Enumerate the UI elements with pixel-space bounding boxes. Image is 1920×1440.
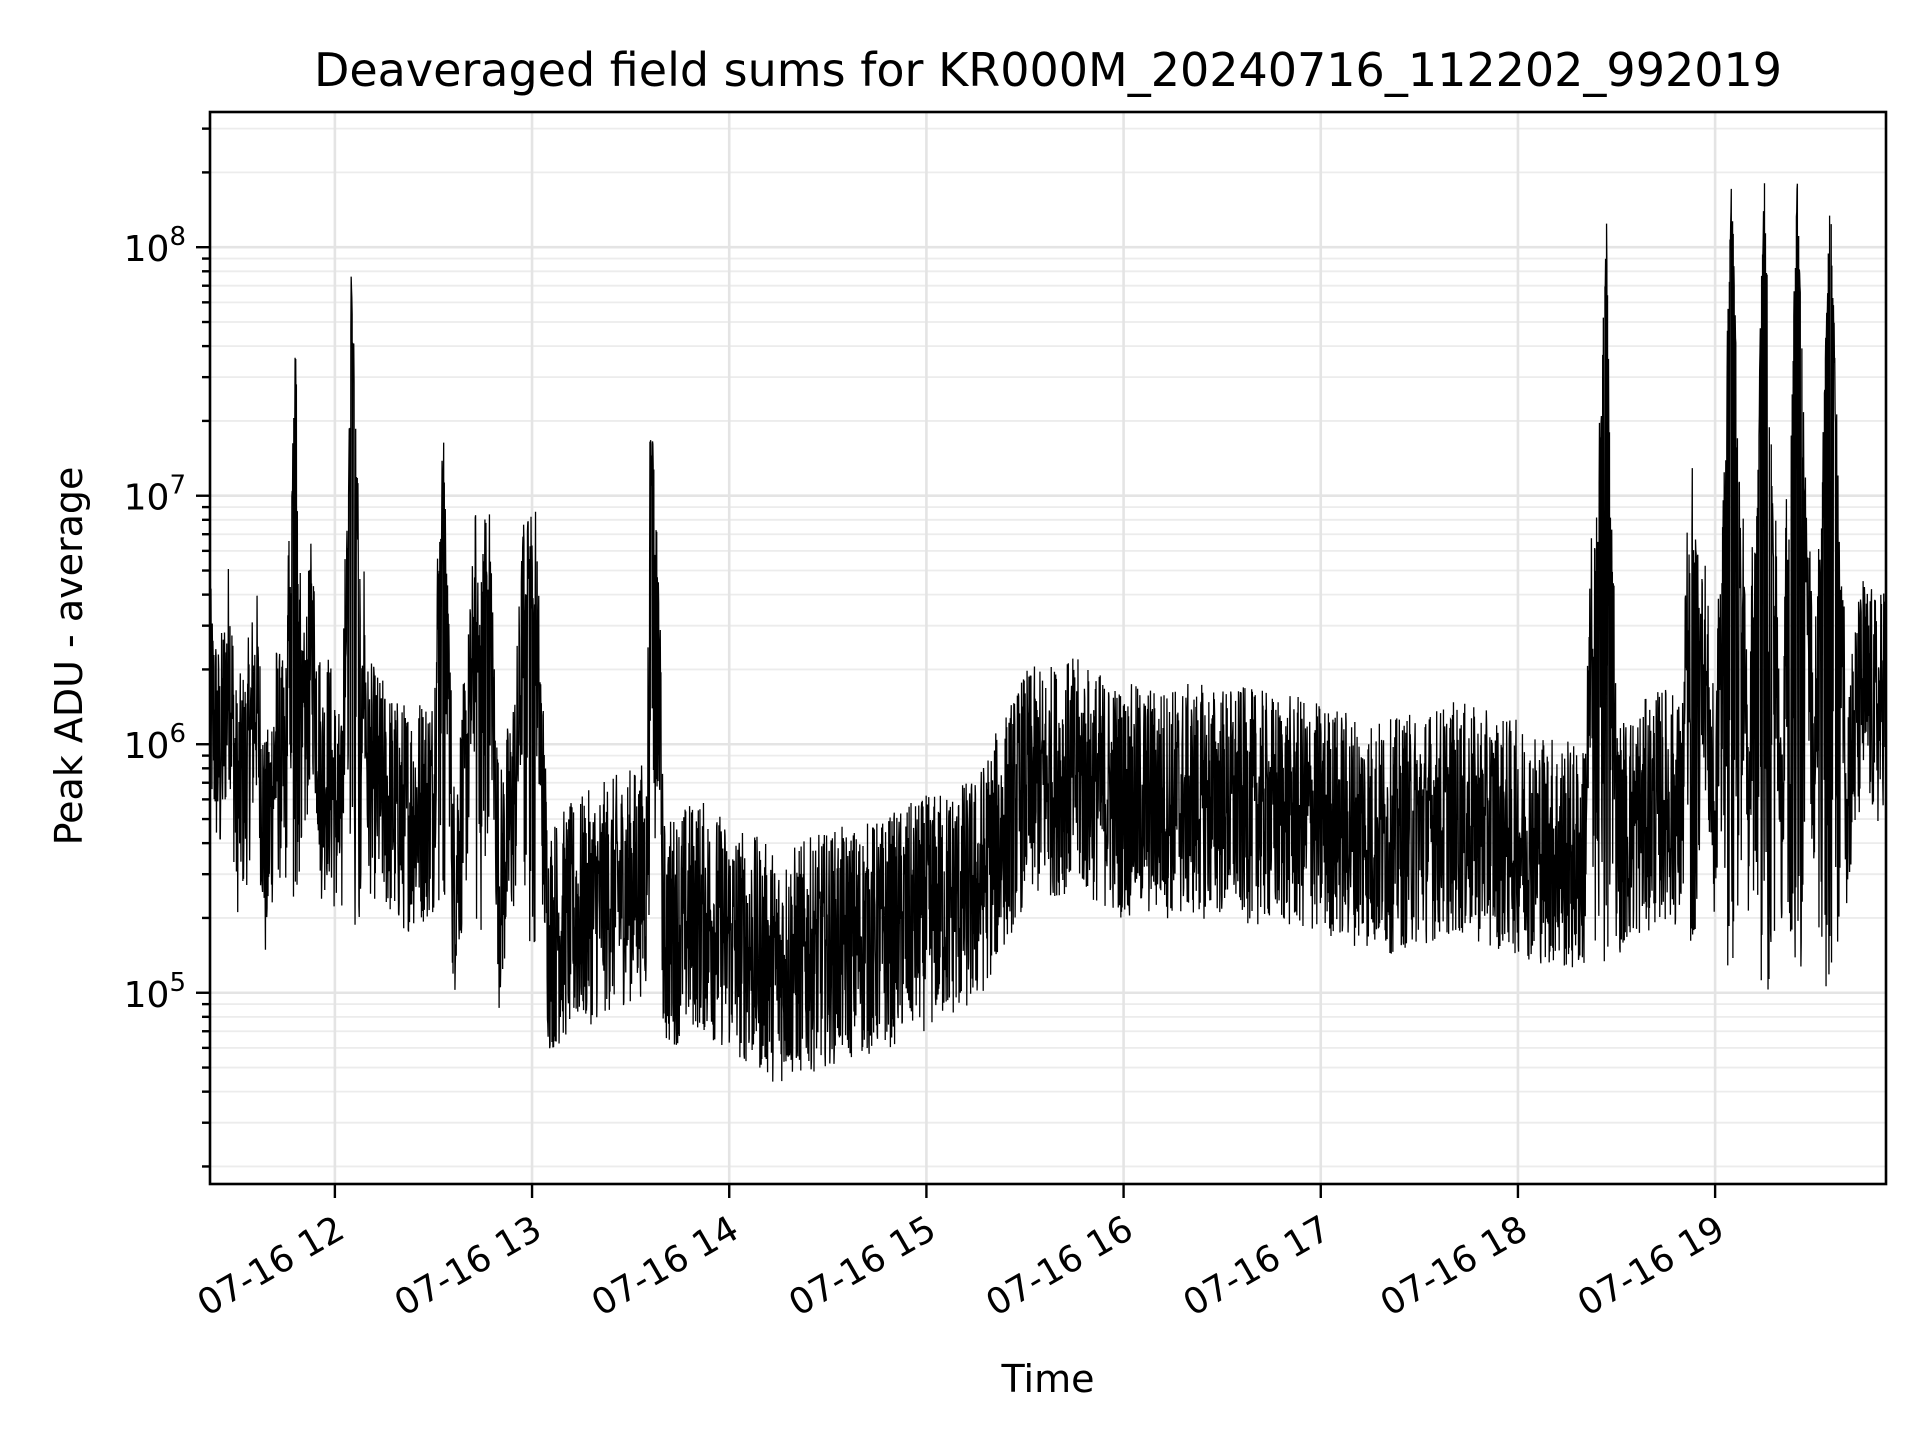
- plot-frame: [208, 110, 1888, 1186]
- y-tick-label: 108: [124, 222, 186, 270]
- y-tick-label: 105: [124, 968, 186, 1016]
- y-tick-label: 106: [124, 719, 186, 767]
- series-line: [209, 183, 1887, 1082]
- y-axis-label: Peak ADU - average: [47, 467, 91, 846]
- chart-title: Deaveraged field sums for KR000M_2024071…: [314, 43, 1782, 97]
- y-tick-label: 107: [124, 471, 186, 519]
- x-axis-label: Time: [1001, 1357, 1095, 1401]
